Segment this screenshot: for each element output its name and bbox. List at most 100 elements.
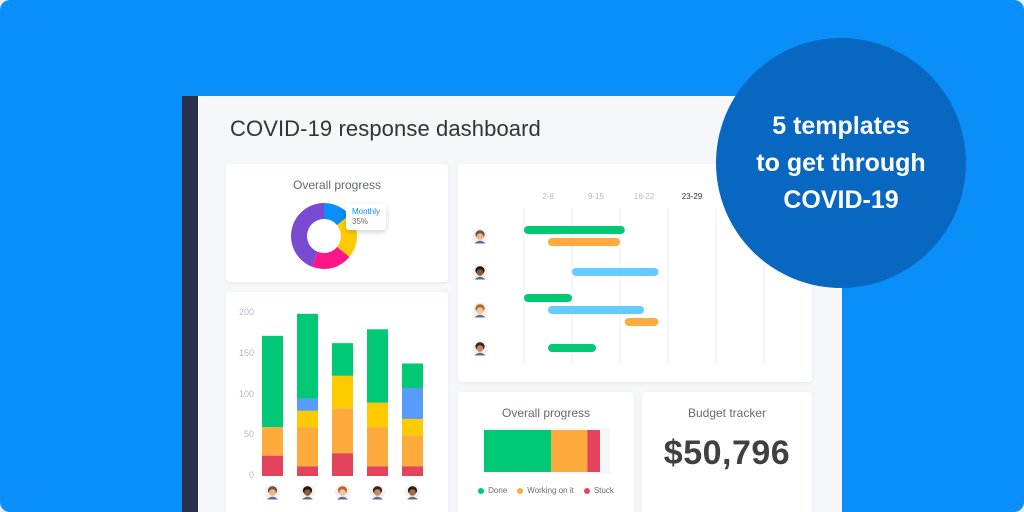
budget-tracker-card[interactable]: Budget tracker $50,796 [642, 392, 812, 512]
bar-segment-extra[interactable] [297, 410, 318, 428]
status-segment-stuck[interactable] [587, 430, 600, 472]
legend-dot [517, 487, 524, 494]
avatar-body [474, 314, 486, 318]
avatar-face [476, 269, 484, 276]
bar-segment-working-on-it[interactable] [367, 427, 388, 467]
bar-segment-done[interactable] [332, 343, 353, 376]
avatar-body [372, 496, 383, 500]
avatar-body [302, 496, 313, 500]
donut-chart[interactable] [226, 164, 448, 282]
overall-progress-donut-card[interactable]: Overall progress Monthly 35% [226, 164, 448, 282]
y-tick-label: 0 [248, 470, 254, 480]
tooltip-value: 35% [352, 217, 369, 226]
bar-segment-stuck[interactable] [402, 466, 423, 476]
timeline-bar[interactable] [624, 318, 659, 326]
status-segment-working-on-it[interactable] [551, 430, 588, 472]
bar-segment-extra[interactable] [367, 402, 388, 428]
promo-line: 5 templates [772, 111, 910, 140]
donut-segment-pink[interactable] [311, 246, 350, 269]
bar-segment-stuck[interactable] [367, 466, 388, 476]
person-5-avatar [405, 484, 420, 500]
bar-segment-stuck[interactable] [262, 455, 283, 476]
person-3-avatar [335, 484, 350, 500]
status-progress-card[interactable]: Overall progress Done Working on it Stuc… [458, 392, 634, 512]
avatar-face [476, 233, 484, 240]
timeline-week-label[interactable]: 2-8 [542, 192, 554, 201]
bar-segment-extra[interactable] [402, 418, 423, 436]
avatar-face [269, 489, 276, 496]
y-tick-label: 50 [243, 429, 254, 440]
avatar-body [407, 496, 418, 500]
legend-label: Done [488, 486, 508, 495]
bar-segment-stuck[interactable] [332, 453, 353, 476]
legend-label: Working on it [527, 486, 574, 495]
bar-segment-extra[interactable] [332, 375, 353, 409]
person-1-avatar [265, 484, 280, 500]
donut-segment-purple[interactable] [291, 203, 324, 267]
status-segment-done[interactable] [484, 430, 552, 472]
bar-segment-working-on-it[interactable] [297, 427, 318, 467]
person-1-avatar [472, 228, 488, 244]
promo-line: to get through [756, 148, 926, 177]
donut-segment-blue[interactable] [324, 203, 350, 226]
legend-done: Done [478, 486, 507, 495]
bar-segment-stuck[interactable] [297, 466, 318, 476]
person-2-avatar [300, 484, 315, 500]
bar-segment-done[interactable] [367, 329, 388, 403]
status-bar [482, 428, 610, 474]
bar-segment-done[interactable] [297, 313, 318, 399]
avatar-body [474, 276, 486, 280]
timeline-bar[interactable] [548, 306, 644, 314]
timeline-bar[interactable] [548, 238, 620, 246]
timeline-week-label[interactable]: 16-22 [633, 192, 655, 201]
status-legend: Done Working on it Stuck [458, 486, 634, 495]
budget-amount: $50,796 [663, 434, 791, 472]
bar-segment-planned[interactable] [297, 398, 318, 411]
person-3-avatar [472, 302, 488, 318]
bar-segment-working-on-it[interactable] [262, 427, 283, 456]
app-sidebar [182, 96, 198, 512]
avatar-face [374, 489, 381, 496]
bar-segment-done[interactable] [262, 335, 283, 428]
bar-segment-working-on-it[interactable] [332, 408, 353, 454]
stacked-bar-chart [262, 313, 423, 500]
avatar-body [474, 240, 486, 244]
timeline-week-label[interactable]: 23-29 [681, 192, 703, 201]
timeline-bar[interactable] [524, 294, 572, 302]
legend-working: Working on it [517, 486, 574, 495]
legend-dot [583, 487, 590, 494]
person-4-avatar [370, 484, 385, 500]
card-title: Budget tracker [687, 406, 767, 420]
y-tick-label: 200 [238, 307, 254, 317]
promo-badge: 5 templates to get through COVID-19 [716, 38, 966, 288]
donut-tooltip: Monthly 35% [346, 204, 387, 230]
avatar-face [339, 489, 346, 496]
avatar-face [304, 489, 311, 496]
bar-segment-working-on-it[interactable] [402, 435, 423, 467]
avatar-body [474, 352, 486, 356]
avatar-face [476, 345, 484, 352]
tooltip-label: Monthly [352, 207, 381, 216]
stacked-bar-card[interactable]: 200 150 100 50 0 [226, 292, 448, 512]
avatar-face [476, 307, 484, 314]
bar-segment-planned[interactable] [402, 387, 423, 419]
person-4-avatar [472, 340, 488, 356]
avatar-face [409, 489, 416, 496]
person-2-avatar [472, 264, 488, 280]
page-title: COVID-19 response dashboard [230, 116, 541, 141]
card-title: Overall progress [501, 406, 591, 420]
bar-segment-done[interactable] [402, 363, 423, 388]
timeline-bar[interactable] [572, 268, 659, 276]
timeline-week-label[interactable]: 9-15 [587, 192, 604, 201]
legend-label: Stuck [593, 486, 614, 495]
card-title: Overall progress [292, 178, 382, 192]
legend-stuck: Stuck [583, 486, 614, 495]
promo-text: 5 templates to get through COVID-19 [731, 108, 951, 219]
timeline-chart [472, 208, 765, 364]
avatar-body [337, 496, 348, 500]
y-tick-label: 100 [238, 388, 254, 399]
legend-dot [478, 487, 485, 494]
timeline-bar[interactable] [524, 226, 625, 234]
timeline-bar[interactable] [548, 344, 596, 352]
